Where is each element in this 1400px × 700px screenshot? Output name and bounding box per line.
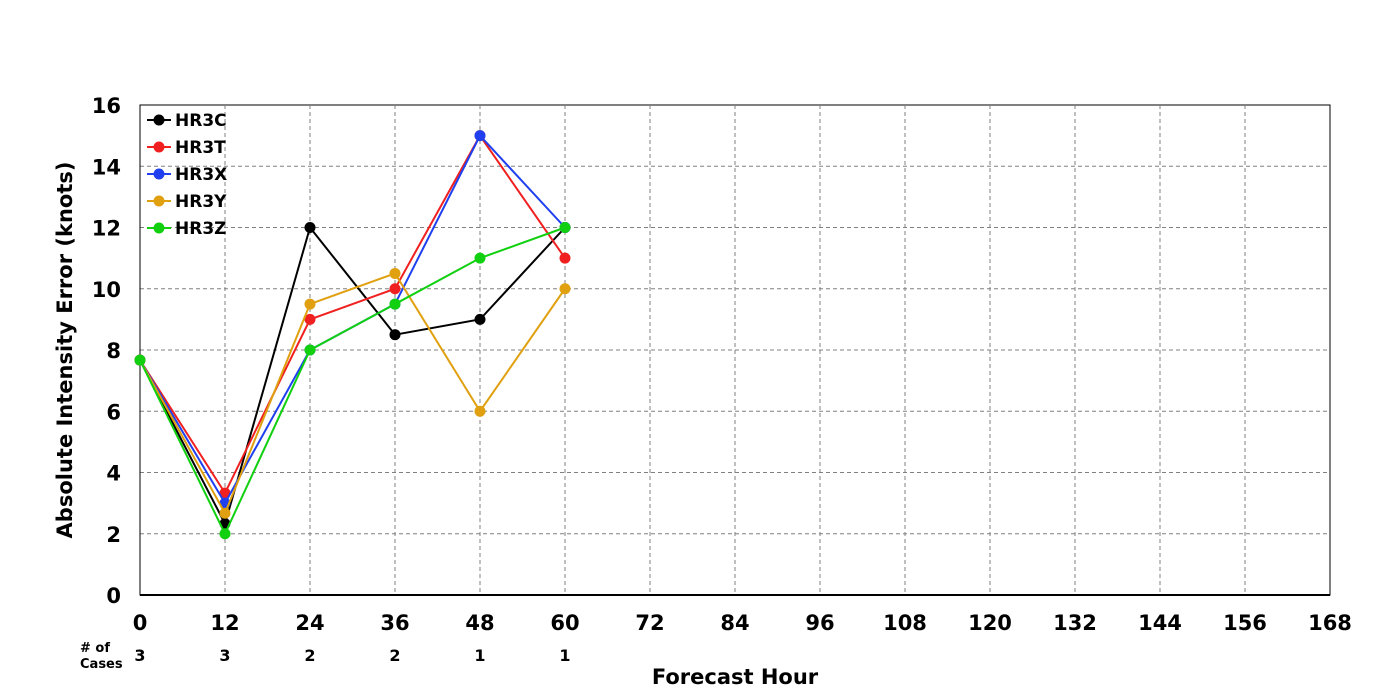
cases-count: 2 [304,646,315,665]
legend-label: HR3Y [175,192,227,212]
cases-count: 1 [474,646,485,665]
y-tick-label: 14 [92,155,121,179]
series-hr3y [134,267,571,519]
legend-item: HR3T [147,138,226,158]
x-tick-label: 144 [1138,611,1182,635]
y-tick-label: 12 [92,217,121,241]
legend: HR3C HR3T HR3X HR3Y HR3Z [147,111,227,239]
x-tick-label: 84 [720,611,749,635]
x-tick-label: 168 [1308,611,1352,635]
x-tick-label: 156 [1223,611,1267,635]
legend-marker [153,222,165,234]
legend-label: HR3Z [175,219,226,239]
x-tick-label: 24 [295,611,324,635]
cases-row: 3 3 2 2 1 1 [134,646,570,665]
data-point [219,528,231,540]
x-tick-label: 72 [635,611,664,635]
legend-marker [153,168,165,180]
cases-count: 1 [559,646,570,665]
data-point [559,222,571,233]
legend-marker [153,114,165,126]
x-tick-labels: 0 12 24 36 48 60 72 84 96 108 120 132 144 156 168 [133,611,1352,635]
series-group [134,130,571,540]
legend-item: HR3X [147,165,227,185]
legend-item: HR3C [147,111,227,131]
cases-count: 2 [389,646,400,665]
series-line [139,272,566,516]
x-tick-label: 108 [883,611,927,635]
x-tick-label: 48 [465,611,494,635]
data-point [559,252,571,264]
y-tick-label: 0 [106,584,121,608]
legend-label: HR3T [175,138,226,158]
y-tick-label: 2 [106,523,121,547]
cases-label-line1: # of [80,641,110,656]
data-point [559,283,571,295]
cases-count: 3 [134,646,145,665]
legend-label: HR3X [175,165,227,185]
legend-marker [153,195,165,207]
y-tick-label: 8 [106,339,121,363]
data-point [474,405,486,417]
cases-count: 3 [219,646,230,665]
legend-label: HR3C [175,111,227,131]
data-point [304,313,316,325]
x-tick-label: 36 [380,611,409,635]
y-tick-label: 4 [106,462,121,486]
y-tick-label: 10 [92,278,121,302]
y-tick-label: 16 [92,94,121,118]
data-point [474,130,486,142]
y-tick-label: 6 [106,400,121,424]
data-point [134,354,146,366]
data-point [304,344,316,356]
legend-item: HR3Z [147,219,226,239]
y-axis-title: Absolute Intensity Error (knots) [53,162,77,539]
data-point [389,329,401,341]
cases-label-line2: Cases [80,657,123,672]
data-point [304,298,316,310]
x-tick-label: 60 [550,611,579,635]
x-tick-label: 96 [805,611,834,635]
series-line [139,225,566,527]
legend-marker [153,141,165,153]
y-tick-labels: 0 2 4 6 8 10 12 14 16 [92,94,121,608]
data-point [474,252,486,264]
series-line [139,133,566,496]
legend-item: HR3Y [147,192,227,212]
data-point [389,267,401,279]
data-point [389,298,401,310]
data-point [219,507,231,519]
data-point [474,313,486,325]
series-line [139,226,566,537]
x-tick-label: 120 [968,611,1012,635]
x-tick-label: 12 [210,611,239,635]
x-tick-label: 132 [1053,611,1097,635]
x-tick-label: 0 [133,611,148,635]
x-axis-title: Forecast Hour [652,665,819,689]
data-point [219,487,231,499]
series-hr3z [134,222,571,540]
data-point [389,283,401,295]
data-point [304,222,316,233]
